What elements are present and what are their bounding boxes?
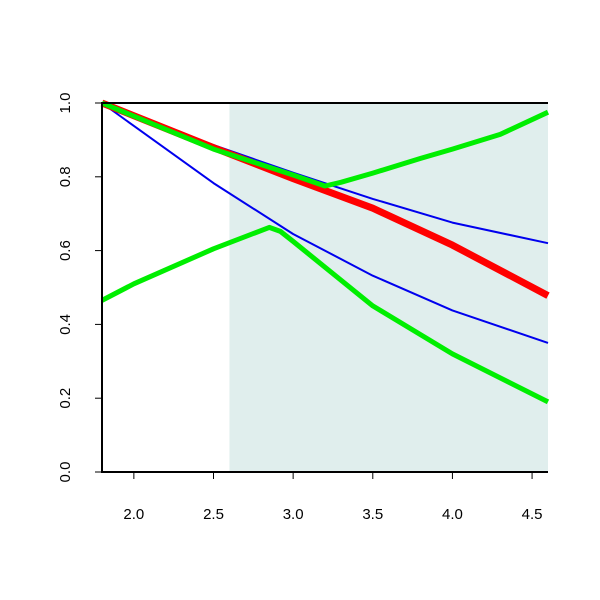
- y-tick-label: 0.2: [57, 388, 74, 409]
- plot-area: [100, 99, 550, 472]
- series-line-5: [100, 224, 550, 405]
- y-axis-ticks: 0.0 0.2 0.4 0.6 0.8 1.0: [57, 93, 102, 483]
- axis-frame: [101, 102, 548, 473]
- y-tick-label: 0.6: [57, 240, 74, 261]
- x-tick-label: 3.0: [283, 506, 304, 523]
- x-tick-label: 4.5: [522, 506, 543, 523]
- x-tick-label: 2.0: [123, 506, 144, 523]
- series-layer: [100, 99, 550, 405]
- series-line-2: [101, 102, 549, 344]
- y-tick-label: 0.0: [57, 462, 74, 483]
- y-tick-label: 0.4: [57, 314, 74, 335]
- axes: 2.0 2.5 3.0 3.5 4.0 4.5 0.0 0.2 0.4 0.6 0.8 1.0: [57, 93, 548, 523]
- x-tick-label: 4.0: [442, 506, 463, 523]
- x-axis-ticks: 2.0 2.5 3.0 3.5 4.0 4.5: [123, 472, 543, 523]
- series-line-4: [101, 100, 550, 189]
- y-tick-label: 1.0: [57, 93, 74, 114]
- x-tick-label: 3.5: [362, 506, 383, 523]
- shaded-region: [229, 103, 548, 472]
- x-tick-label: 2.5: [203, 506, 224, 523]
- y-tick-label: 0.8: [57, 166, 74, 187]
